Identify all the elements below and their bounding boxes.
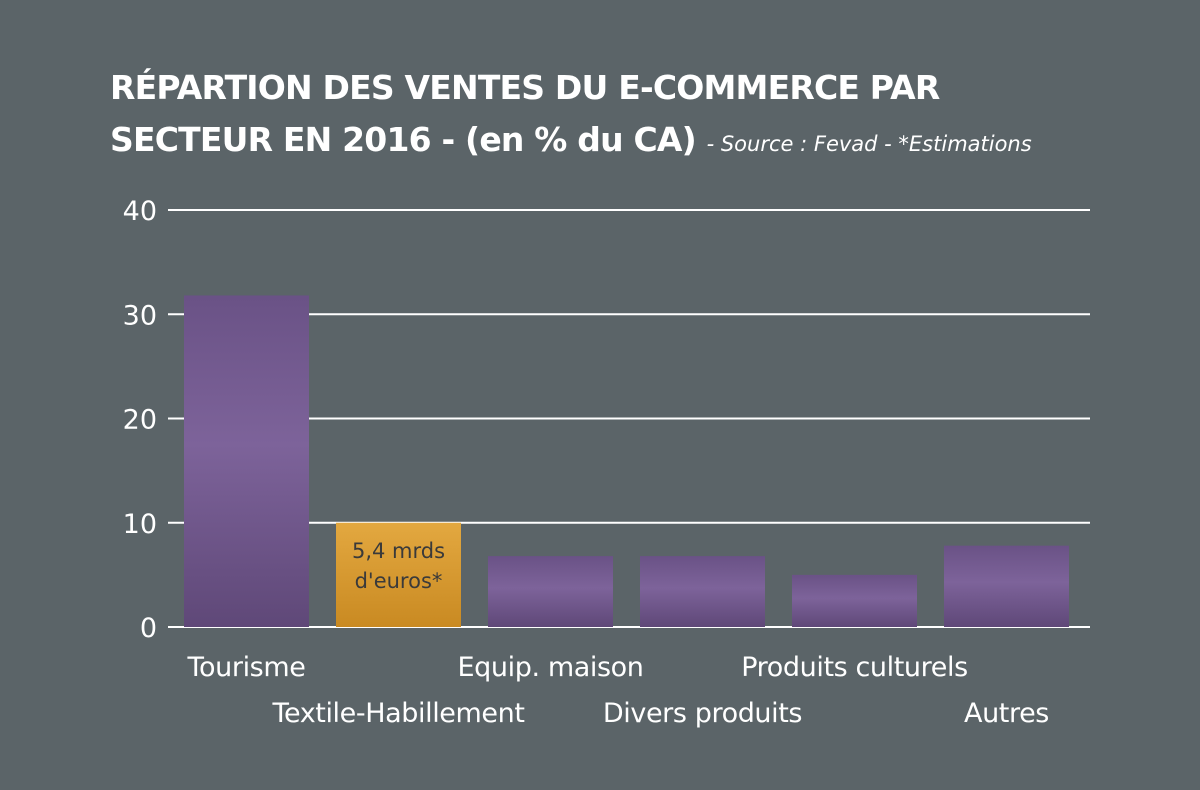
y-tick-label: 30 bbox=[123, 300, 157, 331]
y-tick-label: 0 bbox=[140, 613, 157, 644]
bar-autres bbox=[944, 545, 1069, 627]
category-label: Divers produits bbox=[603, 698, 802, 729]
y-tick-label: 20 bbox=[123, 405, 157, 436]
y-axis-ticks: 0 10 20 30 40 bbox=[123, 196, 157, 644]
category-label: Textile-Habillement bbox=[271, 698, 524, 729]
y-tick-label: 40 bbox=[123, 196, 157, 227]
bar-annotation-line: 5,4 mrds bbox=[352, 539, 445, 563]
bar-equip-maison bbox=[488, 556, 613, 627]
category-label: Tourisme bbox=[187, 652, 306, 683]
annotations: 5,4 mrds d'euros* bbox=[352, 539, 445, 593]
gridlines bbox=[168, 209, 1090, 628]
category-label: Autres bbox=[964, 698, 1049, 729]
y-tick-label: 10 bbox=[123, 509, 157, 540]
bar-tourisme bbox=[184, 295, 309, 627]
bar-textile-habillement bbox=[336, 522, 461, 627]
category-label: Produits culturels bbox=[741, 652, 967, 683]
category-label: Equip. maison bbox=[458, 652, 644, 683]
chart-title-line1: RÉPARTION DES VENTES DU E-COMMERCE PAR bbox=[110, 68, 940, 107]
bar-produits-culturels bbox=[792, 574, 917, 627]
x-axis-labels: Tourisme Textile-Habillement Equip. maison… bbox=[187, 652, 1050, 729]
chart-subtitle: - Source : Fevad - *Estimations bbox=[706, 132, 1032, 156]
chart-title-line2: SECTEUR EN 2016 - (en % du CA) bbox=[110, 120, 697, 159]
bar-annotation-line: d'euros* bbox=[355, 569, 443, 593]
chart-title: RÉPARTION DES VENTES DU E-COMMERCE PAR S… bbox=[110, 62, 1032, 170]
bar-divers-produits bbox=[640, 556, 765, 627]
bars bbox=[184, 295, 1069, 627]
